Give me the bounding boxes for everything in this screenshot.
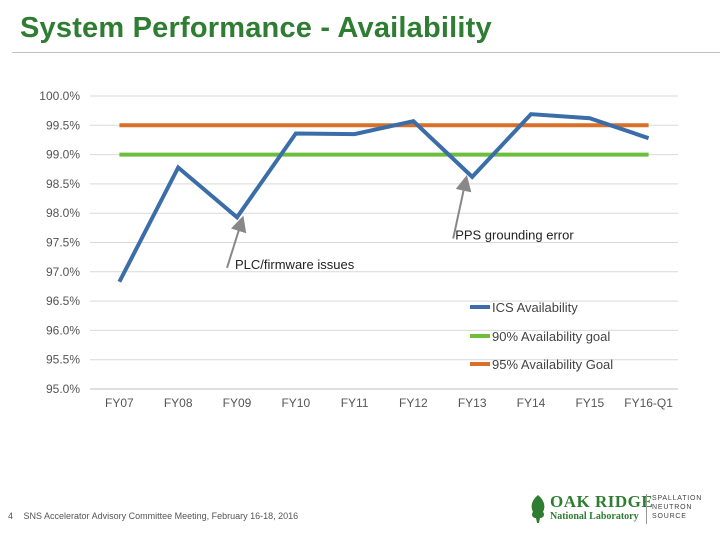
y-axis-ticks: 95.0% 95.5% 96.0% 96.5% 97.0% 97.5% 98.0% 98.5%…	[39, 89, 80, 396]
legend-label: 90% Availability goal	[492, 329, 610, 344]
y-tick-label: 97.5%	[46, 236, 80, 250]
x-tick-label: FY13	[458, 396, 487, 410]
y-tick-label: 96.5%	[46, 294, 80, 308]
annotation-arrow	[226, 215, 247, 269]
annotation-label: PPS grounding error	[455, 228, 574, 243]
x-tick-label: FY16-Q1	[624, 396, 673, 410]
x-tick-label: FY14	[517, 396, 546, 410]
logo-name: OAK RIDGE	[550, 492, 654, 511]
footer-text: SNS Accelerator Advisory Committee Meeti…	[23, 511, 299, 521]
legend: ICS Availability 90% Availability goal 95%…	[470, 300, 613, 372]
annotations: PLC/firmware issues PPS grounding error	[226, 175, 574, 272]
logo-divider	[646, 494, 647, 524]
title-divider	[12, 52, 720, 53]
annotation-label: PLC/firmware issues	[235, 257, 355, 272]
availability-chart: 95.0% 95.5% 96.0% 96.5% 97.0% 97.5% 98.0% 98.5%…	[39, 89, 678, 410]
series-line-ics-availability	[117, 112, 650, 283]
legend-label: 95% Availability Goal	[492, 357, 613, 372]
x-tick-label: FY09	[223, 396, 252, 410]
y-tick-label: 95.5%	[46, 353, 80, 367]
page-number: 4	[8, 511, 14, 521]
logo-division: SPALLATION NEUTRON SOURCE	[652, 495, 703, 520]
x-tick-label: FY08	[164, 396, 193, 410]
y-tick-label: 100.0%	[39, 89, 80, 103]
y-tick-label: 99.5%	[46, 118, 80, 132]
footer: 4 SNS Accelerator Advisory Committee Mee…	[8, 511, 298, 521]
x-tick-label: FY11	[341, 396, 369, 410]
x-tick-label: FY07	[105, 396, 134, 410]
x-tick-label: FY15	[575, 396, 604, 410]
y-tick-label: 96.0%	[46, 323, 80, 337]
x-tick-label: FY10	[281, 396, 310, 410]
y-tick-label: 98.0%	[46, 206, 80, 220]
series-lines	[117, 112, 650, 283]
x-axis-ticks: FY07 FY08 FY09 FY10 FY11 FY12 FY13 FY14 FY15 FY16…	[105, 396, 673, 410]
x-tick-label: FY12	[399, 396, 428, 410]
y-tick-label: 95.0%	[46, 382, 80, 396]
y-tick-label: 98.5%	[46, 177, 80, 191]
annotation-arrow	[452, 175, 472, 239]
y-tick-label: 99.0%	[46, 148, 80, 162]
oak-leaf-icon	[531, 495, 545, 523]
grid-lines	[90, 95, 678, 390]
logo-subtitle: National Laboratory	[550, 511, 639, 522]
legend-label: ICS Availability	[492, 300, 578, 315]
slide-title: System Performance - Availability	[20, 12, 492, 44]
ornl-logo: OAK RIDGE National Laboratory SPALLATION…	[528, 492, 718, 528]
y-tick-label: 97.0%	[46, 265, 80, 279]
